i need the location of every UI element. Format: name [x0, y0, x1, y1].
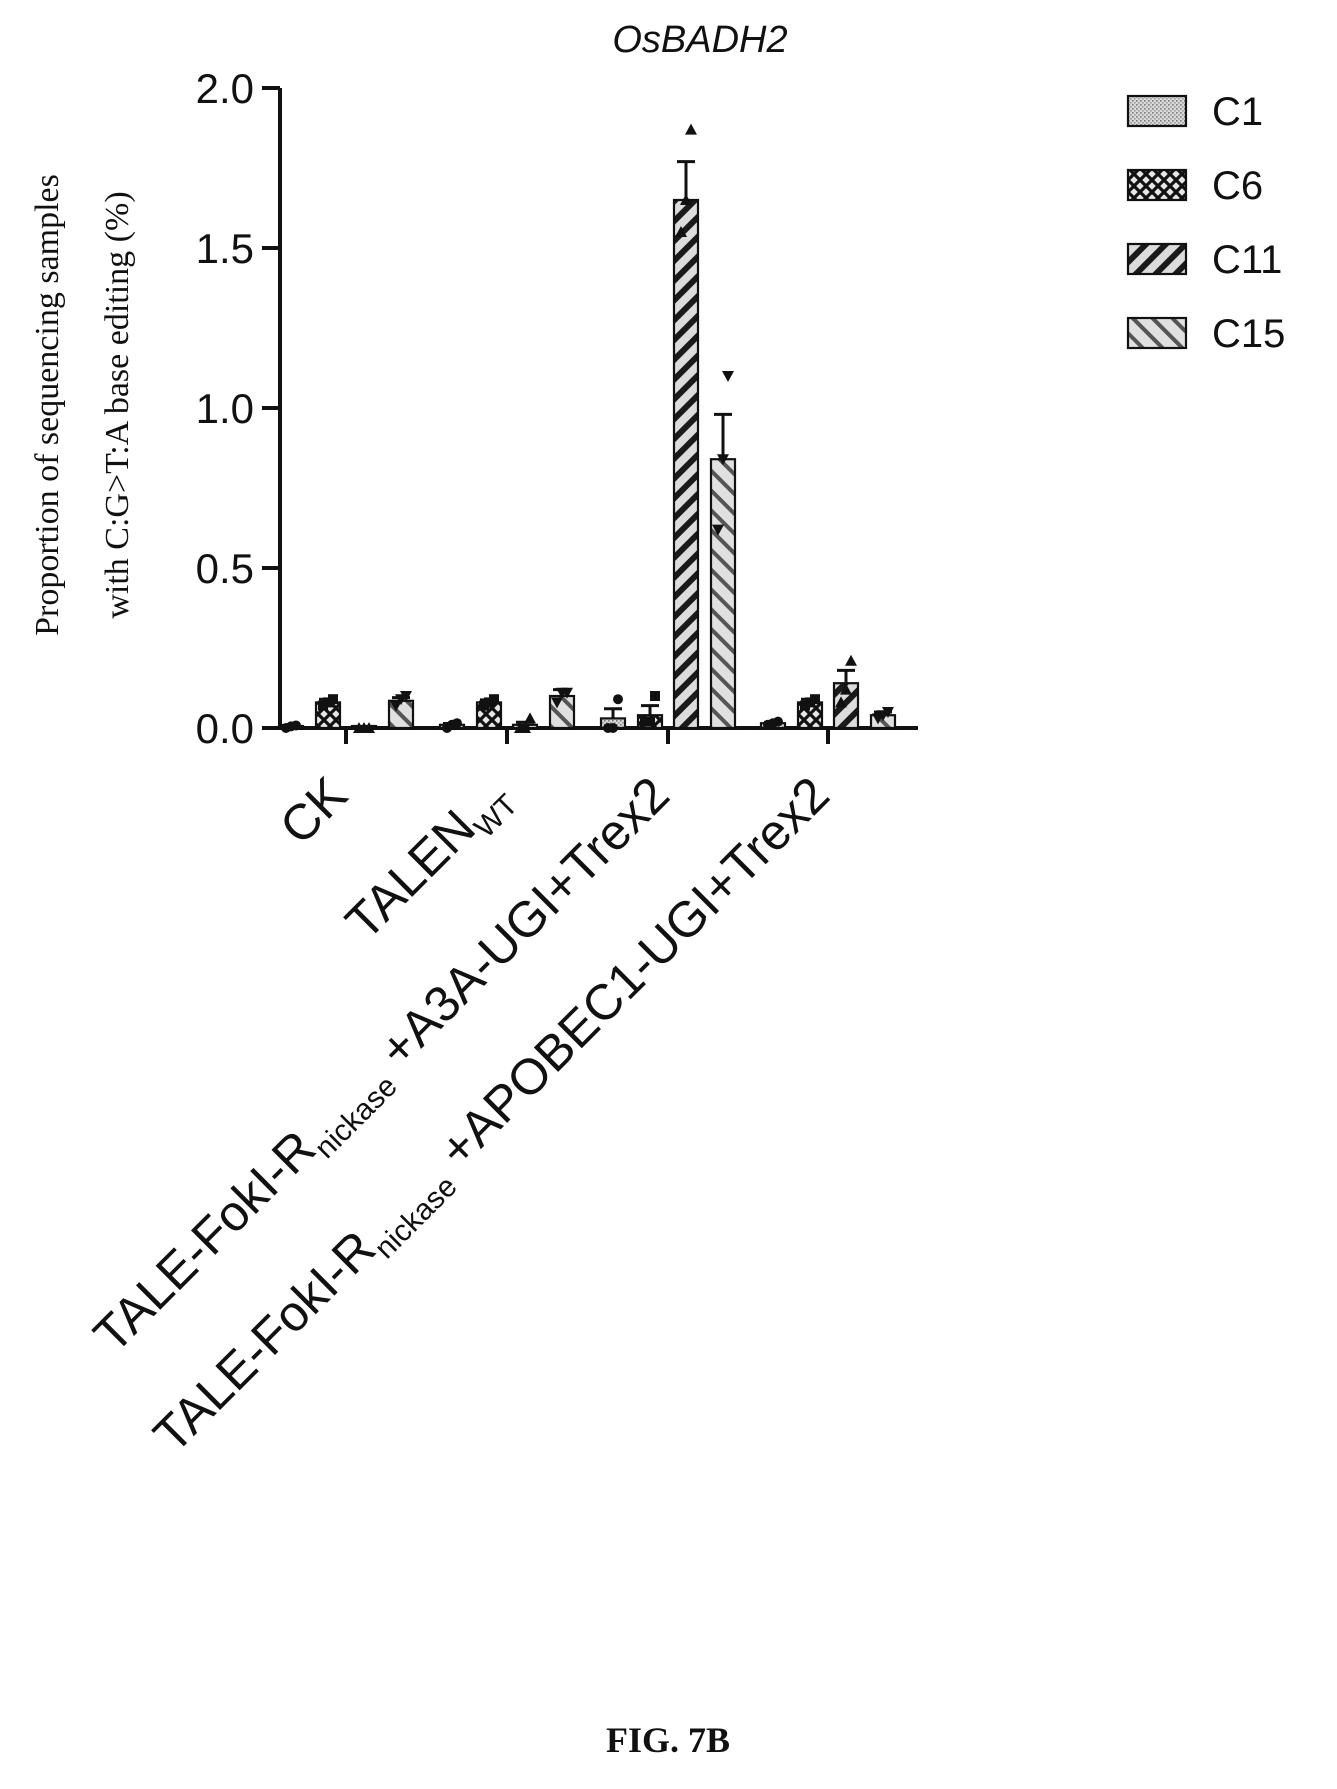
legend-swatch-c15 [1126, 316, 1188, 350]
y-axis-title-line-2: with C:G>T:A base editing (%) [99, 191, 136, 618]
legend-label-c6: C6 [1212, 164, 1263, 208]
data-point [840, 683, 852, 695]
data-point [680, 194, 692, 205]
figure-caption: FIG. 7B [606, 1720, 730, 1760]
bar-c15 [709, 458, 737, 730]
x-category-label: TALE-FokI-Rnickase +A3A-UGI+Trex2 [83, 766, 685, 1368]
data-point [810, 694, 820, 705]
legend-label-c11: C11 [1212, 238, 1282, 282]
y-tick-label: 1.0 [196, 385, 254, 432]
legend-label-c15: C15 [1212, 312, 1285, 356]
x-category-label: TALE-FokI-Rnickase +APOBEC1-UGI+Trex2 [143, 766, 846, 1469]
data-point [773, 716, 783, 727]
data-point [675, 226, 687, 237]
y-tick-label: 2.0 [196, 65, 254, 112]
data-point [400, 691, 412, 702]
y-tick-label: 0.5 [196, 545, 254, 592]
data-point [722, 371, 734, 382]
data-point [845, 654, 857, 666]
data-point [717, 454, 729, 466]
data-point [524, 712, 536, 724]
data-point [685, 123, 697, 135]
data-point [712, 524, 724, 536]
data-point [650, 691, 660, 701]
data-point [882, 707, 894, 718]
data-point [645, 716, 655, 727]
data-point [489, 694, 499, 705]
y-tick-label: 1.5 [196, 225, 254, 272]
y-axis-title-line-1: Proportion of sequencing samples [29, 174, 66, 636]
data-point [608, 723, 618, 733]
y-axis-title: Proportion of sequencing samples with C:… [29, 174, 136, 636]
data-point [561, 687, 573, 699]
data-point [519, 722, 531, 733]
data-point [291, 720, 301, 731]
data-point [551, 697, 563, 709]
x-category-label: CK [269, 766, 358, 855]
data-point [328, 694, 338, 705]
plot-area: 0.00.51.01.52.0CKTALENWTTALE-FokI-Rnicka… [83, 65, 918, 1469]
y-tick-label: 0.0 [196, 705, 254, 752]
legend: C1 C6 C11 C15 [1126, 90, 1285, 356]
bar-c11 [672, 198, 700, 730]
legend-swatch-c11 [1126, 242, 1188, 276]
data-point [363, 722, 375, 733]
legend-swatch-c1 [1126, 94, 1188, 128]
legend-label-c1: C1 [1212, 90, 1263, 134]
data-point [835, 696, 847, 708]
data-point [390, 700, 402, 712]
chart-title: OsBADH2 [612, 19, 787, 61]
data-point [452, 718, 462, 729]
legend-swatch-c6 [1126, 168, 1188, 202]
data-point [613, 694, 623, 705]
